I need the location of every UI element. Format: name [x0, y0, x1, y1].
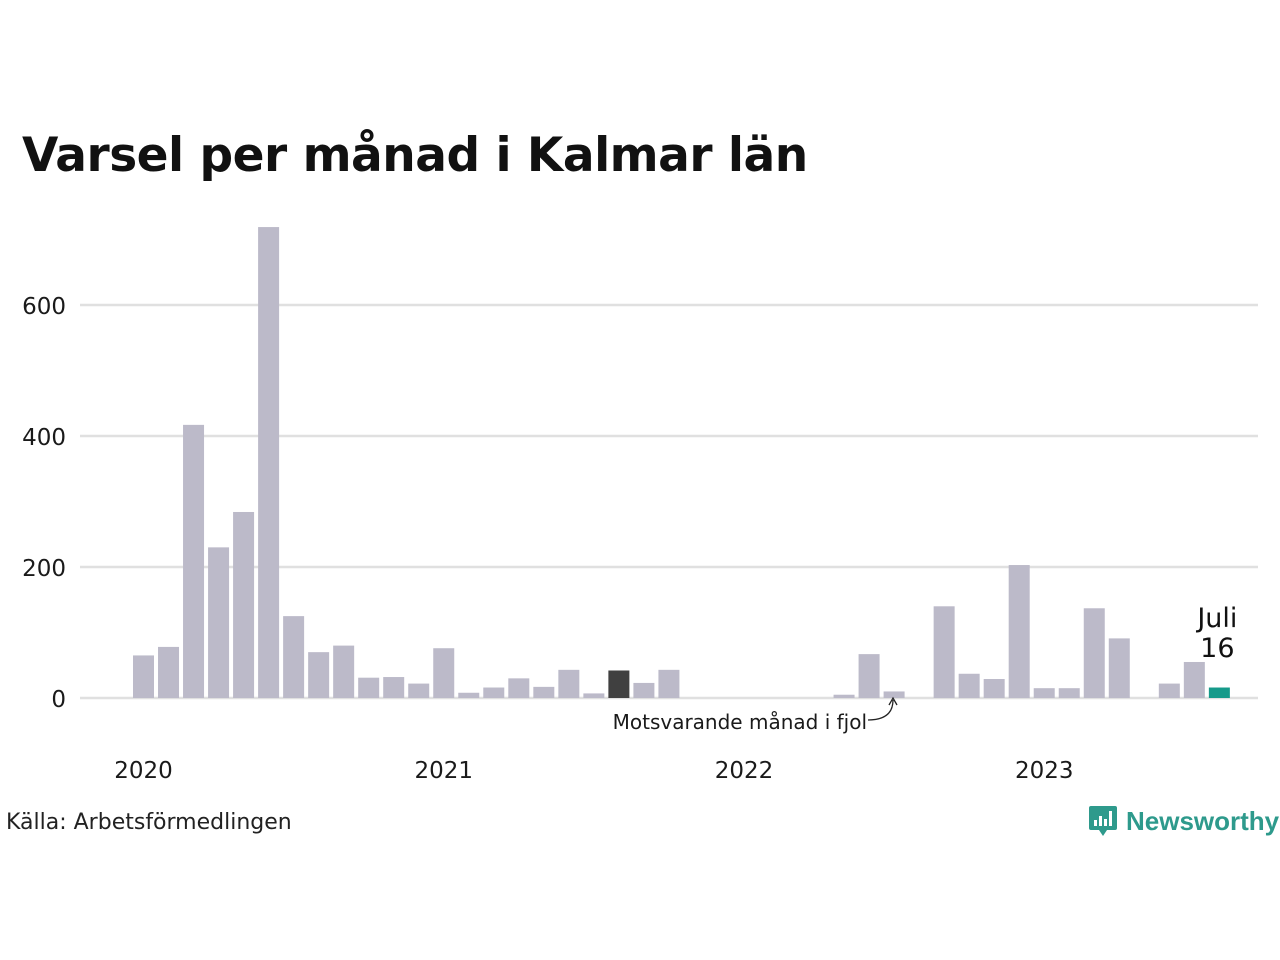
bar-2020-03 — [183, 424, 205, 698]
x-axis-year-labels: 2020 2021 2022 2023 — [114, 758, 1073, 784]
bar-2021-08 — [608, 670, 630, 698]
y-tick-label: 200 — [22, 556, 66, 582]
y-tick-label: 0 — [51, 687, 66, 713]
bar-2020-08 — [308, 652, 330, 698]
x-tick-label: 2022 — [715, 758, 774, 784]
bar-2021-01 — [433, 648, 455, 698]
bar-2023-04 — [1108, 638, 1130, 698]
bar-2020-12 — [408, 683, 430, 698]
y-tick-label: 600 — [22, 294, 66, 320]
bar-2020-02 — [158, 646, 180, 698]
note-arrow-head — [888, 696, 898, 706]
bar-2020-04 — [208, 547, 230, 698]
bar-2020-05 — [233, 511, 255, 698]
bar-2021-07 — [583, 693, 605, 698]
bar-2021-06 — [558, 669, 580, 698]
bar-2022-06 — [858, 654, 880, 698]
bar-2022-05 — [833, 694, 855, 698]
y-axis-ticks: 0 200 400 600 — [22, 294, 66, 713]
bar-2021-09 — [633, 682, 655, 698]
x-tick-label: 2020 — [114, 758, 173, 784]
bar-2023-03 — [1083, 608, 1105, 698]
bar-2021-02 — [458, 692, 480, 698]
bar-2020-10 — [358, 677, 380, 698]
bar-2020-01 — [133, 655, 154, 698]
bar-2021-03 — [483, 687, 505, 698]
bar-2023-06 — [1158, 683, 1180, 698]
x-tick-label: 2023 — [1015, 758, 1074, 784]
bar-44 — [1208, 687, 1230, 698]
bar-2022-12 — [1008, 565, 1030, 698]
note-arrow-line — [867, 699, 894, 721]
bar-2020-11 — [383, 677, 405, 698]
bar-2021-04 — [508, 678, 530, 698]
current-value-label: 16 — [1200, 633, 1234, 664]
bar-2023-02 — [1058, 688, 1080, 698]
chart-title: Varsel per månad i Kalmar län — [22, 128, 808, 183]
gridlines — [80, 303, 1258, 700]
current-month-label: Juli — [1195, 603, 1237, 634]
bar-2021-10 — [658, 669, 680, 698]
bar-2022-10 — [958, 673, 980, 698]
bar-2022-11 — [983, 679, 1005, 698]
bar-2020-06 — [258, 227, 280, 698]
bar-2022-07 — [883, 691, 905, 698]
bar-2020-07 — [283, 616, 305, 698]
prev-year-note: Motsvarande månad i fjol — [613, 710, 867, 734]
bar-2023-01 — [1033, 688, 1055, 698]
brand-name: Newsworthy — [1126, 805, 1280, 836]
bar-2023-07 — [1183, 661, 1205, 698]
bars — [133, 227, 1230, 698]
bar-2021-05 — [533, 686, 555, 698]
source-note: Källa: Arbetsförmedlingen — [6, 810, 292, 835]
newsworthy-logo-icon — [1089, 806, 1117, 836]
bar-2022-09 — [933, 606, 955, 698]
brand-logo[interactable]: Newsworthy — [1088, 804, 1279, 838]
bar-2020-09 — [333, 645, 355, 698]
x-tick-label: 2021 — [414, 758, 473, 784]
y-tick-label: 400 — [22, 425, 66, 451]
